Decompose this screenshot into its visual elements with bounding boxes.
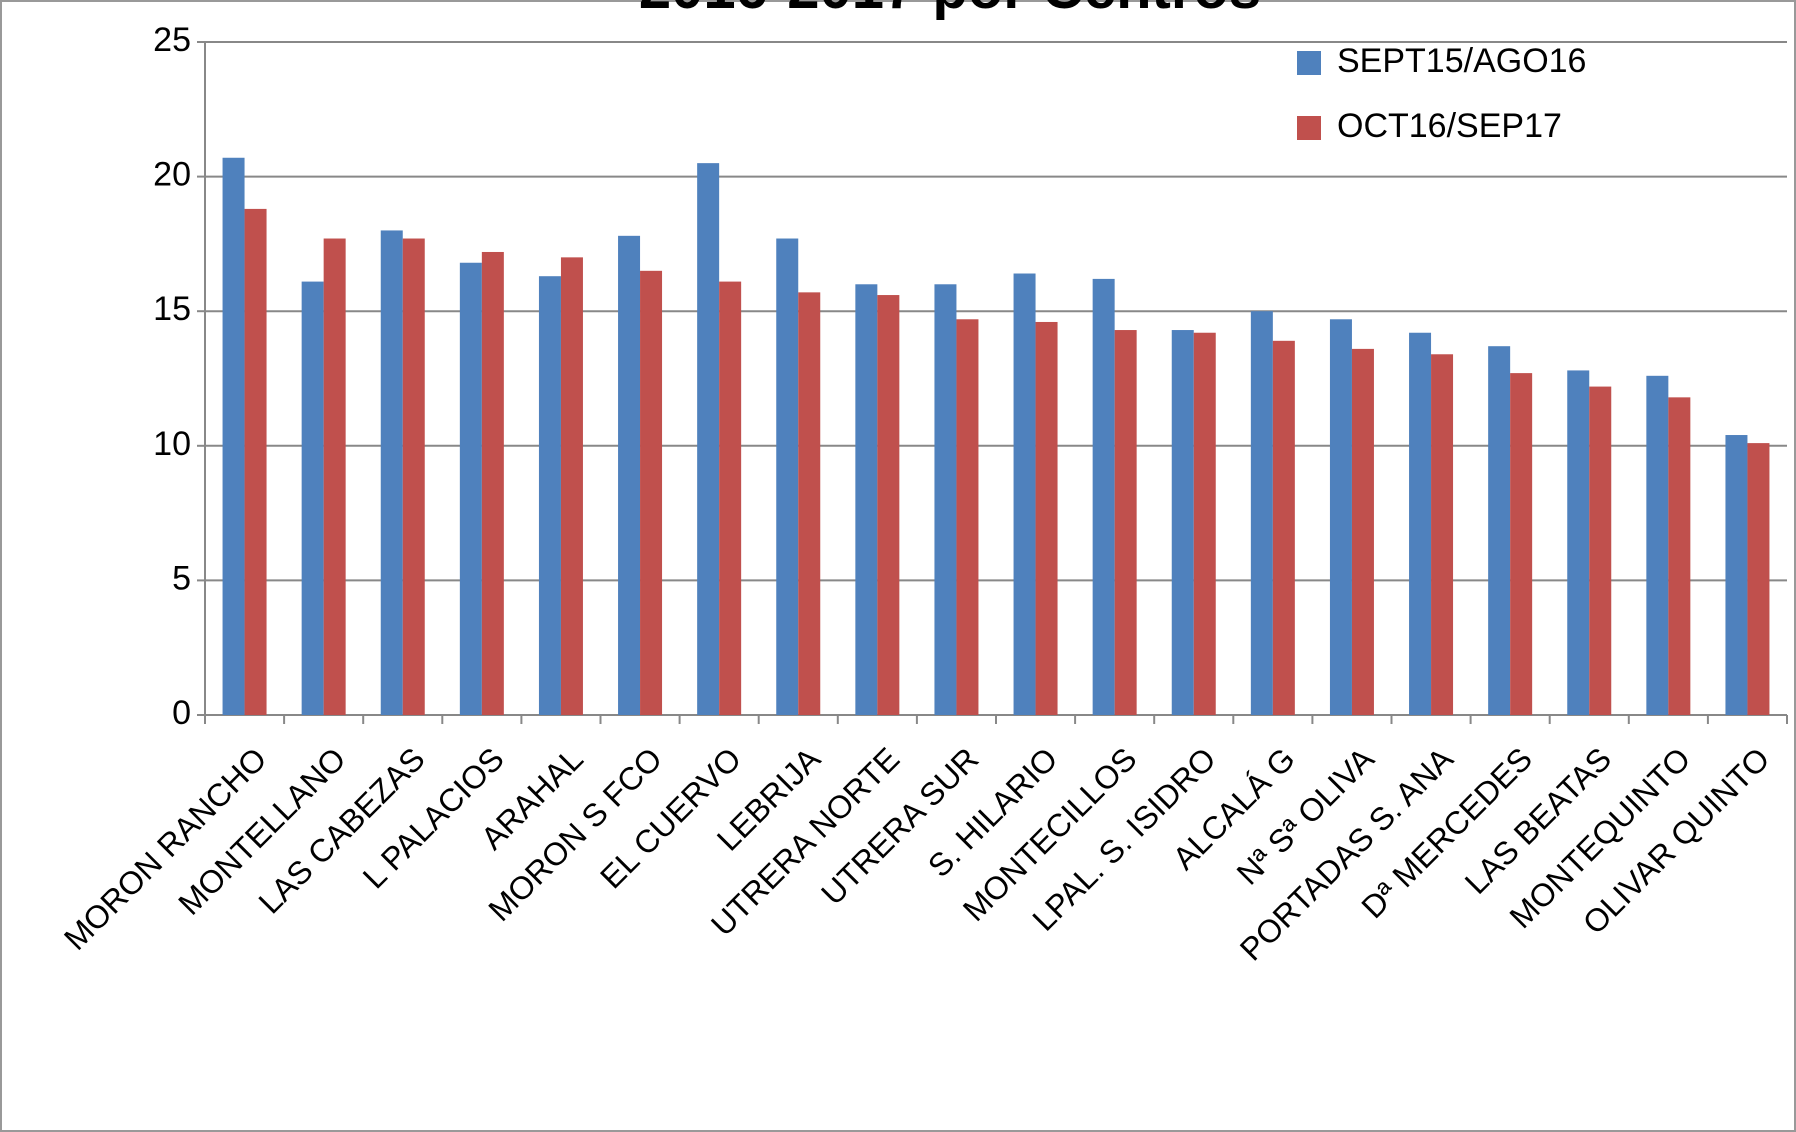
- bar: [798, 292, 821, 715]
- bar: [697, 163, 720, 715]
- bar: [459, 262, 482, 715]
- y-tick-label: 5: [172, 559, 191, 597]
- bar: [301, 281, 324, 715]
- bar: [934, 284, 957, 715]
- bar: [1488, 346, 1511, 715]
- bar: [618, 235, 641, 715]
- y-tick-label: 15: [153, 290, 191, 328]
- bar: [1409, 332, 1432, 715]
- bar: [1250, 311, 1273, 715]
- bar: [1114, 330, 1137, 715]
- bar: [538, 276, 561, 715]
- chart-title: 2016-2017 por Centros: [639, 0, 1261, 21]
- bar: [1725, 435, 1748, 715]
- legend-swatch: [1297, 51, 1321, 75]
- bar: [1193, 332, 1216, 715]
- bar: [380, 230, 403, 715]
- bar: [640, 270, 663, 715]
- bar: [1351, 348, 1374, 715]
- bar: [1431, 354, 1454, 715]
- y-tick-label: 10: [153, 425, 191, 463]
- bar: [1589, 386, 1612, 715]
- legend-label: OCT16/SEP17: [1337, 107, 1562, 145]
- bar: [481, 251, 504, 715]
- bar: [1510, 373, 1533, 715]
- bar: [1171, 330, 1194, 715]
- bar: [1092, 278, 1115, 715]
- bar: [222, 157, 245, 716]
- legend-label: SEPT15/AGO16: [1337, 42, 1586, 80]
- y-tick-label: 25: [153, 21, 191, 59]
- bar: [244, 208, 267, 716]
- bar: [1668, 397, 1691, 715]
- bar: [776, 238, 799, 716]
- bar: [402, 238, 425, 716]
- bar: [1747, 443, 1770, 715]
- bar: [560, 257, 583, 715]
- bar: [719, 281, 742, 715]
- bar: [323, 238, 346, 716]
- y-tick-label: 0: [172, 694, 191, 732]
- bar: [1567, 370, 1590, 715]
- legend-swatch: [1297, 116, 1321, 140]
- bar: [956, 319, 979, 715]
- y-tick-label: 20: [153, 156, 191, 194]
- bar: [877, 295, 900, 715]
- bar: [1272, 340, 1295, 715]
- bar: [855, 284, 878, 715]
- bar: [1013, 273, 1036, 715]
- bar: [1035, 321, 1058, 715]
- bar: [1329, 319, 1352, 715]
- bar: [1646, 375, 1669, 715]
